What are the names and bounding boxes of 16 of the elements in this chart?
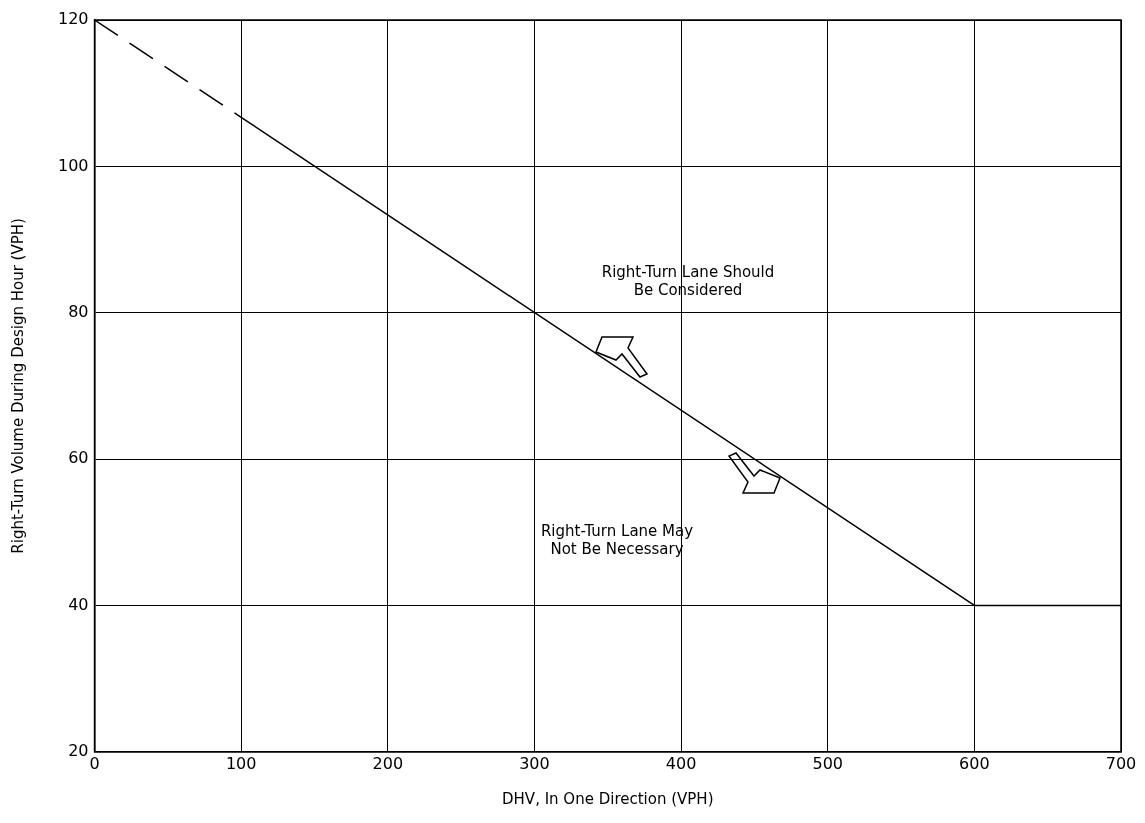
y-tick-label: 60 xyxy=(68,448,89,468)
y-tick-label: 80 xyxy=(68,301,89,321)
y-tick-label: 100 xyxy=(57,155,89,175)
x-tick-label: 300 xyxy=(519,753,550,773)
y-tick-label: 120 xyxy=(57,9,89,29)
y-axis-title: Right-Turn Volume During Design Hour (VPH) xyxy=(8,218,27,554)
x-axis-title: DHV, In One Direction (VPH) xyxy=(502,789,714,808)
x-tick-label: 500 xyxy=(812,753,843,773)
x-tick-label: 100 xyxy=(225,753,257,773)
x-tick-label: 0 xyxy=(89,753,100,773)
x-tick-label: 400 xyxy=(665,753,697,773)
x-tick-label: 200 xyxy=(372,753,404,773)
x-tick-label: 600 xyxy=(959,753,990,773)
x-tick-label: 700 xyxy=(1105,753,1137,773)
y-tick-label: 20 xyxy=(68,740,89,760)
y-tick-label: 40 xyxy=(68,594,89,614)
